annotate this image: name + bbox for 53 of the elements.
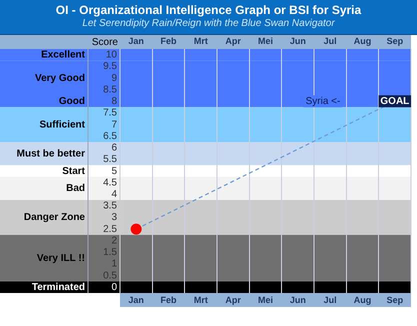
y-tick-label: 0.5 <box>103 270 118 282</box>
x-tick-label: Mrt <box>194 294 208 305</box>
y-tick-label: 3 <box>111 212 118 224</box>
y-tick-label: 0 <box>111 282 118 293</box>
y-tick-label: 7 <box>111 119 118 130</box>
y-tick-label: 6 <box>111 142 118 154</box>
y-tick-label: 3.5 <box>103 200 118 212</box>
y-tick-label: 10 <box>106 50 118 61</box>
y-tick-label: 5 <box>111 166 118 177</box>
x-tick-label: Sep <box>386 294 404 305</box>
category-label: Jul <box>324 36 337 46</box>
y-tick-label: 1 <box>111 258 118 270</box>
x-tick-label: Apr <box>225 294 242 305</box>
band-label: Excellent <box>41 50 86 61</box>
x-tick-label: Mei <box>258 294 274 305</box>
category-label: Sep <box>386 36 404 46</box>
band-label: Bad <box>66 183 85 194</box>
band-label: Good <box>58 96 85 108</box>
category-label: Aug <box>354 36 372 46</box>
y-tick-label: 6.5 <box>103 130 118 142</box>
x-tick-label: Jul <box>324 294 337 305</box>
chart-subtitle: Let Serendipity Rain/Reign with the Blue Swan Navigator <box>81 18 336 29</box>
x-tick-label: Jan <box>128 294 144 305</box>
band-label: Sufficient <box>39 119 86 130</box>
y-tick-label: 8 <box>111 96 118 108</box>
y-tick-label: 9 <box>111 72 118 84</box>
y-tick-label: 4.5 <box>103 177 118 188</box>
y-tick-label: 7.5 <box>103 108 118 119</box>
y-tick-label: 5.5 <box>103 154 118 166</box>
y-tick-label: 8.5 <box>103 84 118 96</box>
band-label: Terminated <box>32 282 85 293</box>
category-label: Apr <box>225 36 241 46</box>
annotation: Syria <- <box>306 96 340 108</box>
x-tick-label: Jun <box>290 294 306 305</box>
category-label: Feb <box>160 36 177 46</box>
category-label: Mei <box>258 36 274 46</box>
band-label: Very Good <box>34 72 85 84</box>
y-tick-label: 1.5 <box>103 247 118 258</box>
category-label: Jun <box>290 36 306 46</box>
x-tick-label: Aug <box>354 294 372 305</box>
category-label: Jan <box>128 36 144 46</box>
y-axis-title: Score <box>92 36 118 48</box>
band-label: Start <box>62 166 86 177</box>
y-tick-label: 4 <box>111 188 118 200</box>
band-label: Must be better <box>16 148 86 160</box>
y-tick-label: 2 <box>111 235 118 246</box>
chart-title: OI - Organizational Intelligence Graph or BSI for Syria <box>54 3 362 17</box>
category-label: Mrt <box>194 36 208 46</box>
band-label: Very ILL !! <box>36 252 85 264</box>
band-label: Danger Zone <box>24 212 86 224</box>
y-tick-label: 2.5 <box>103 224 118 235</box>
x-tick-label: Feb <box>160 294 177 305</box>
y-tick-label: 9.5 <box>103 61 118 72</box>
